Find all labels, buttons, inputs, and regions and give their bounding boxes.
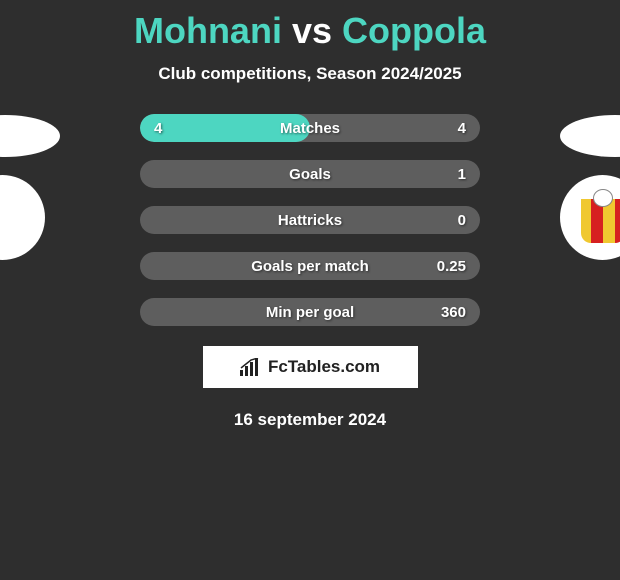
stat-label: Matches [140, 120, 480, 137]
stat-bar: Goals1 [140, 160, 480, 188]
stat-label: Min per goal [140, 304, 480, 321]
shield-icon [579, 189, 620, 247]
stat-label: Hattricks [140, 212, 480, 229]
player2-oval [560, 115, 620, 157]
stat-label: Goals per match [140, 258, 480, 275]
right-player-badges [560, 115, 620, 260]
vs-text: vs [292, 10, 332, 51]
branding-text: FcTables.com [268, 357, 380, 377]
player1-club-logo [0, 175, 45, 260]
stat-right-value: 0 [458, 212, 466, 229]
stat-right-value: 1 [458, 166, 466, 183]
date-text: 16 september 2024 [0, 410, 620, 430]
stat-right-value: 4 [458, 120, 466, 137]
branding-box: FcTables.com [203, 346, 418, 388]
brand-chart-icon [240, 358, 262, 376]
stat-label: Goals [140, 166, 480, 183]
stat-bar: 4Matches4 [140, 114, 480, 142]
stats-container: 4Matches4 Goals1 Hattricks0 Goals per match… [140, 114, 480, 326]
player2-name: Coppola [342, 10, 486, 51]
stat-bar: Hattricks0 [140, 206, 480, 234]
subtitle: Club competitions, Season 2024/2025 [0, 64, 620, 84]
comparison-title: Mohnani vs Coppola [0, 10, 620, 52]
player2-club-logo [560, 175, 620, 260]
left-player-badges [0, 115, 60, 260]
player1-oval [0, 115, 60, 157]
stat-right-value: 0.25 [437, 258, 466, 275]
stat-right-value: 360 [441, 304, 466, 321]
header: Mohnani vs Coppola Club competitions, Se… [0, 0, 620, 84]
stat-bar: Min per goal360 [140, 298, 480, 326]
player1-name: Mohnani [134, 10, 282, 51]
stat-bar: Goals per match0.25 [140, 252, 480, 280]
